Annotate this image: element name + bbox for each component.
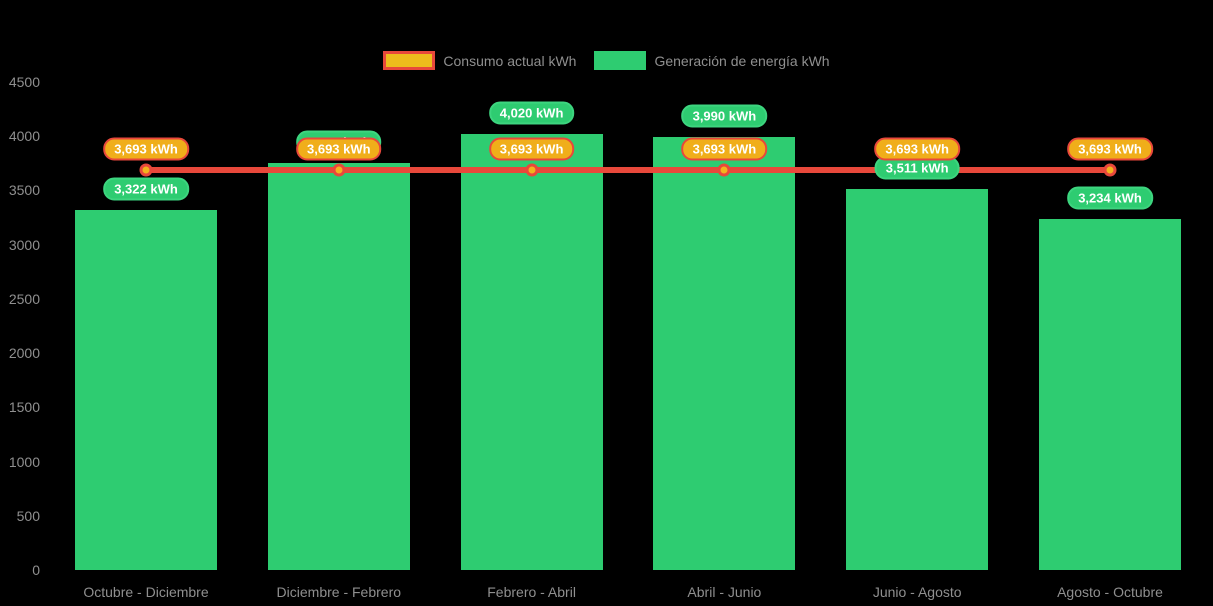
consumption-value-label: 3,693 kWh — [1067, 137, 1153, 160]
legend-label-generation: Generación de energía kWh — [654, 52, 830, 69]
consumption-point[interactable] — [525, 163, 539, 176]
legend-label-consumption: Consumo actual kWh — [443, 52, 577, 69]
y-axis-tick-label: 3500 — [8, 182, 40, 199]
consumption-legend-swatch-icon — [383, 51, 436, 70]
consumption-value-label: 3,693 kWh — [874, 137, 960, 160]
y-axis-tick-label: 2500 — [8, 290, 40, 307]
generation-value-label: 4,020 kWh — [488, 101, 575, 125]
y-axis-tick-label: 1000 — [8, 453, 40, 470]
generation-legend-swatch-icon — [594, 51, 647, 70]
chart-legend: Consumo actual kWh Generación de energía… — [0, 51, 1213, 70]
generation-bar[interactable] — [846, 189, 989, 570]
consumption-line — [146, 166, 1110, 173]
x-axis-tick-label: Abril - Junio — [687, 584, 762, 600]
y-axis-tick-label: 4500 — [8, 74, 40, 90]
generation-bar[interactable] — [653, 137, 796, 570]
consumption-point[interactable] — [332, 163, 346, 176]
x-axis-tick-label: Agosto - Octubre — [1057, 584, 1163, 600]
y-axis-tick-label: 2000 — [8, 345, 40, 362]
x-axis-tick-label: Diciembre - Febrero — [276, 584, 402, 600]
generation-value-label: 3,234 kWh — [1067, 186, 1153, 210]
generation-bar[interactable] — [460, 134, 603, 570]
x-axis-tick-label: Febrero - Abril — [487, 584, 576, 600]
legend-item-consumption[interactable]: Consumo actual kWh — [383, 51, 576, 70]
consumption-point[interactable] — [1103, 163, 1117, 176]
y-axis-tick-label: 3000 — [8, 236, 40, 253]
y-axis-tick-label: 1500 — [8, 399, 40, 416]
generation-bar[interactable] — [267, 162, 410, 570]
consumption-value-label: 3,693 kWh — [296, 137, 382, 160]
consumption-value-label: 3,693 kWh — [488, 137, 575, 160]
legend-item-generation[interactable]: Generación de energía kWh — [594, 51, 830, 70]
generation-value-label: 3,322 kWh — [103, 177, 189, 201]
generation-bar[interactable] — [1039, 219, 1181, 570]
consumption-value-label: 3,693 kWh — [681, 137, 768, 160]
generation-bar[interactable] — [75, 209, 217, 570]
consumption-point[interactable] — [717, 163, 731, 176]
y-axis-tick-label: 0 — [32, 562, 40, 578]
generation-value-label: 3,990 kWh — [681, 104, 768, 128]
consumption-value-label: 3,693 kWh — [103, 137, 189, 160]
generation-value-label: 3,511 kWh — [874, 156, 960, 180]
consumption-point[interactable] — [139, 163, 153, 176]
y-axis-tick-label: 500 — [16, 507, 40, 524]
x-axis-tick-label: Octubre - Diciembre — [83, 584, 209, 600]
y-axis-tick-label: 4000 — [8, 128, 40, 145]
x-axis-tick-label: Junio - Agosto — [872, 584, 962, 600]
